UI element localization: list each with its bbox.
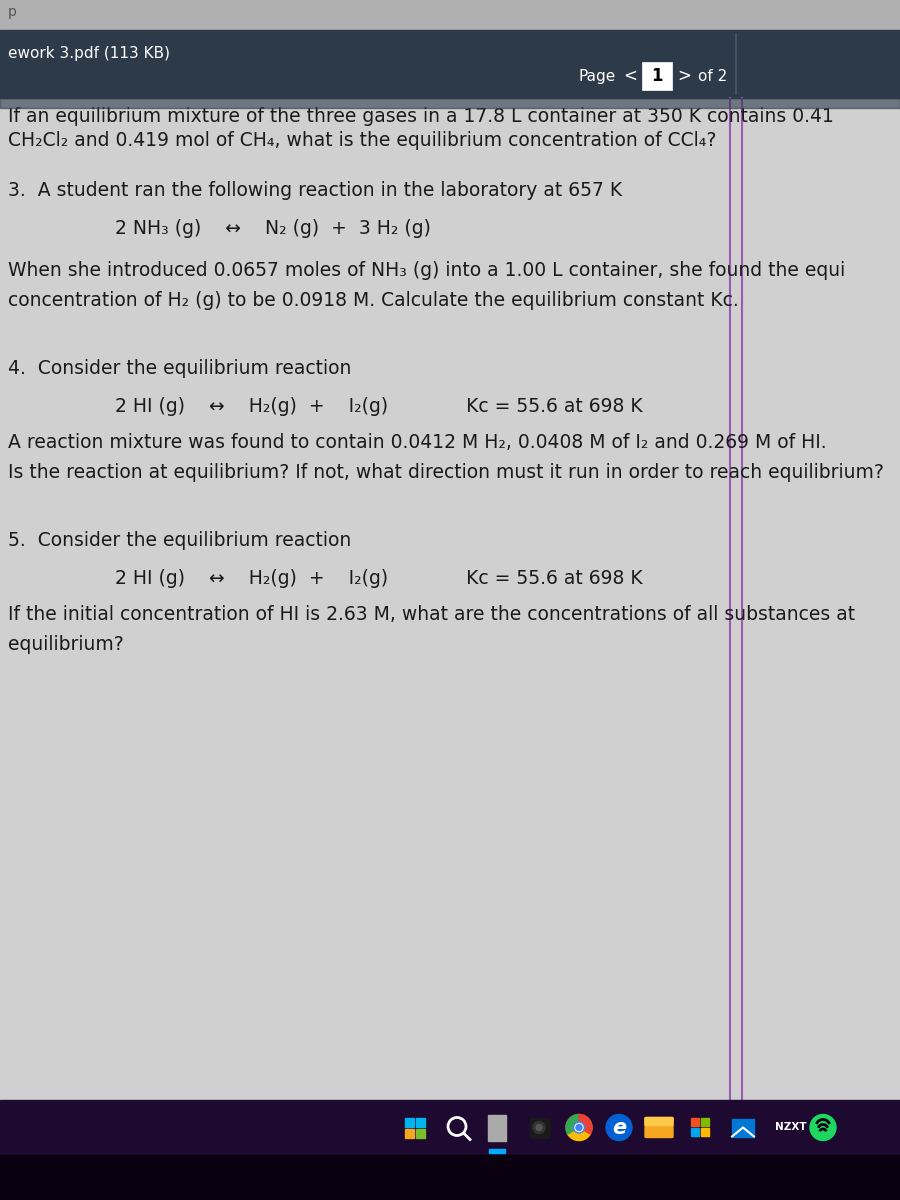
Text: 5.  Consider the equilibrium reaction: 5. Consider the equilibrium reaction	[8, 530, 351, 550]
Text: 2 NH₃ (g)    ↔    N₂ (g)  +  3 H₂ (g): 2 NH₃ (g) ↔ N₂ (g) + 3 H₂ (g)	[115, 218, 431, 238]
Text: NZXT: NZXT	[775, 1122, 806, 1133]
Text: e: e	[612, 1117, 626, 1138]
Bar	[0, 30, 900, 98]
Text: <: <	[623, 67, 637, 85]
Bar	[416, 1117, 425, 1127]
Circle shape	[576, 1124, 582, 1130]
Bar	[530, 1117, 550, 1138]
Bar	[416, 1128, 425, 1138]
Text: Page: Page	[578, 68, 616, 84]
Text: p: p	[8, 5, 17, 19]
Circle shape	[536, 1124, 542, 1130]
Circle shape	[606, 1115, 632, 1140]
Text: 2 HI (g)    ↔    H₂(g)  +    I₂(g)             Kc = 55.6 at 698 K: 2 HI (g) ↔ H₂(g) + I₂(g) Kc = 55.6 at 69…	[115, 396, 643, 415]
Text: A reaction mixture was found to contain 0.0412 M H₂, 0.0408 M of I₂ and 0.269 M : A reaction mixture was found to contain …	[8, 432, 826, 451]
Bar	[0, 1100, 900, 1154]
Circle shape	[533, 1122, 545, 1134]
Bar	[642, 62, 672, 90]
Text: CH₂Cl₂ and 0.419 mol of CH₄, what is the equilibrium concentration of CCl₄?: CH₂Cl₂ and 0.419 mol of CH₄, what is the…	[8, 131, 716, 150]
Text: If an equilibrium mixture of the three gases in a 17.8 L container at 350 K cont: If an equilibrium mixture of the three g…	[8, 107, 834, 126]
Bar	[691, 1128, 699, 1135]
Wedge shape	[579, 1115, 592, 1134]
FancyBboxPatch shape	[645, 1117, 673, 1126]
Wedge shape	[568, 1128, 590, 1140]
Text: 3.  A student ran the following reaction in the laboratory at 657 K: 3. A student ran the following reaction …	[8, 180, 622, 199]
Bar	[405, 1117, 414, 1127]
Bar	[488, 1115, 506, 1140]
Bar	[701, 1117, 709, 1126]
Text: >: >	[677, 67, 691, 85]
Bar	[0, 1154, 900, 1200]
Bar	[0, 98, 900, 1100]
Bar	[405, 1128, 414, 1138]
Bar	[489, 1150, 505, 1153]
Bar	[0, 0, 900, 30]
Wedge shape	[566, 1115, 579, 1134]
Circle shape	[810, 1115, 836, 1140]
Text: 4.  Consider the equilibrium reaction: 4. Consider the equilibrium reaction	[8, 359, 351, 378]
Bar	[732, 1118, 754, 1136]
Bar	[0, 98, 900, 108]
Circle shape	[573, 1122, 584, 1133]
Text: ework 3.pdf (113 KB): ework 3.pdf (113 KB)	[8, 47, 170, 61]
Text: of 2: of 2	[698, 68, 727, 84]
Text: concentration of H₂ (g) to be 0.0918 M. Calculate the equilibrium constant Kc.: concentration of H₂ (g) to be 0.0918 M. …	[8, 290, 739, 310]
Bar	[691, 1117, 699, 1126]
Bar	[488, 1115, 506, 1140]
Text: 1: 1	[652, 67, 662, 85]
Text: equilibrium?: equilibrium?	[8, 635, 124, 654]
Bar	[701, 1128, 709, 1135]
Text: If the initial concentration of HI is 2.63 M, what are the concentrations of all: If the initial concentration of HI is 2.…	[8, 605, 855, 624]
Text: 2 HI (g)    ↔    H₂(g)  +    I₂(g)             Kc = 55.6 at 698 K: 2 HI (g) ↔ H₂(g) + I₂(g) Kc = 55.6 at 69…	[115, 569, 643, 588]
Circle shape	[566, 1115, 592, 1140]
Text: Is the reaction at equilibrium? If not, what direction must it run in order to r: Is the reaction at equilibrium? If not, …	[8, 462, 884, 481]
Circle shape	[575, 1123, 583, 1132]
Text: When she introduced 0.0657 moles of NH₃ (g) into a 1.00 L container, she found t: When she introduced 0.0657 moles of NH₃ …	[8, 260, 845, 280]
FancyBboxPatch shape	[645, 1117, 673, 1138]
